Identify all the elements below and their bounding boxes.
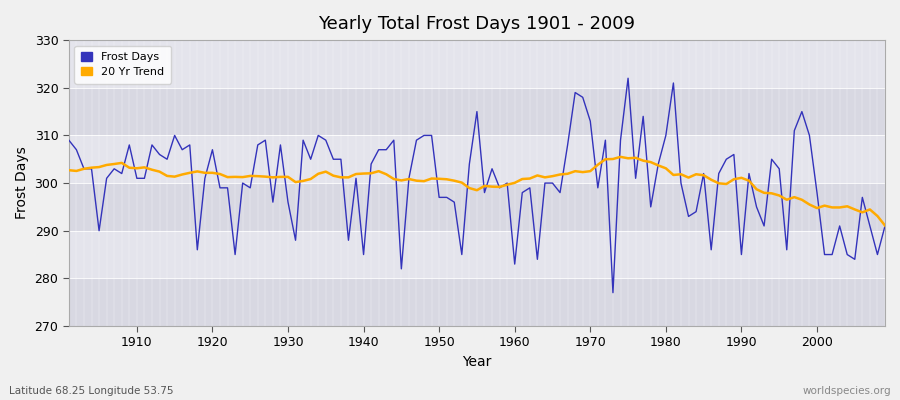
X-axis label: Year: Year xyxy=(463,355,491,369)
Bar xyxy=(68,231,885,278)
Legend: Frost Days, 20 Yr Trend: Frost Days, 20 Yr Trend xyxy=(75,46,171,84)
Bar xyxy=(68,88,885,136)
Bar xyxy=(68,136,885,183)
Text: Latitude 68.25 Longitude 53.75: Latitude 68.25 Longitude 53.75 xyxy=(9,386,174,396)
Bar xyxy=(68,40,885,88)
Bar xyxy=(68,278,885,326)
Y-axis label: Frost Days: Frost Days xyxy=(15,147,29,220)
Text: worldspecies.org: worldspecies.org xyxy=(803,386,891,396)
Title: Yearly Total Frost Days 1901 - 2009: Yearly Total Frost Days 1901 - 2009 xyxy=(319,15,635,33)
Bar xyxy=(68,183,885,231)
